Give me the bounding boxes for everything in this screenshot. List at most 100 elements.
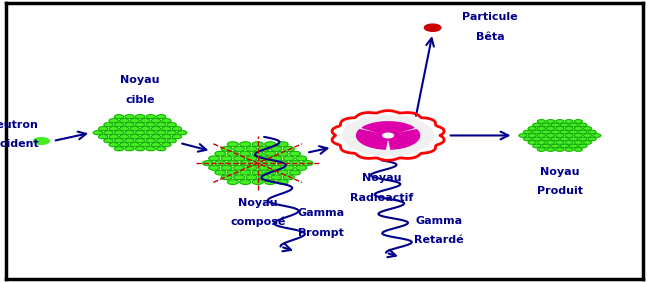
Circle shape (546, 148, 555, 151)
Circle shape (130, 127, 140, 131)
Circle shape (141, 127, 150, 131)
Circle shape (537, 127, 545, 130)
Circle shape (277, 161, 288, 166)
Circle shape (560, 137, 569, 141)
Circle shape (588, 130, 596, 134)
Circle shape (574, 120, 582, 123)
Circle shape (146, 131, 155, 135)
Circle shape (240, 161, 251, 166)
Circle shape (537, 134, 545, 137)
Circle shape (109, 135, 118, 139)
Text: Bêta: Bêta (476, 32, 504, 41)
Circle shape (556, 134, 564, 137)
Circle shape (560, 144, 569, 148)
Circle shape (583, 134, 591, 137)
Circle shape (265, 180, 276, 184)
Circle shape (109, 119, 118, 123)
Circle shape (252, 180, 263, 184)
Circle shape (565, 148, 573, 151)
Circle shape (574, 127, 582, 130)
Circle shape (136, 139, 145, 143)
Circle shape (258, 147, 269, 151)
Circle shape (156, 115, 165, 119)
Circle shape (240, 142, 251, 147)
Circle shape (151, 119, 160, 123)
Circle shape (574, 134, 582, 137)
Text: Particule: Particule (462, 12, 518, 22)
Circle shape (565, 127, 573, 130)
Circle shape (258, 175, 269, 180)
Circle shape (537, 141, 545, 144)
Circle shape (215, 151, 226, 156)
Circle shape (533, 130, 541, 134)
Circle shape (119, 143, 129, 147)
Circle shape (104, 131, 113, 135)
Circle shape (162, 135, 171, 139)
Circle shape (227, 151, 238, 156)
Circle shape (125, 147, 134, 151)
Circle shape (383, 133, 393, 138)
Circle shape (533, 123, 541, 127)
Circle shape (114, 139, 123, 143)
Circle shape (146, 139, 155, 143)
Circle shape (125, 131, 134, 135)
Text: Noyau: Noyau (120, 75, 160, 85)
Circle shape (246, 166, 257, 170)
Circle shape (141, 135, 150, 139)
Circle shape (551, 144, 559, 148)
Circle shape (556, 120, 564, 123)
Circle shape (234, 166, 245, 170)
Circle shape (162, 127, 171, 131)
Circle shape (234, 156, 245, 161)
Circle shape (130, 135, 140, 139)
Circle shape (574, 148, 582, 151)
Circle shape (574, 141, 582, 144)
Circle shape (151, 135, 160, 139)
Circle shape (593, 134, 601, 137)
Circle shape (125, 139, 134, 143)
Circle shape (246, 147, 257, 151)
Circle shape (119, 135, 129, 139)
Circle shape (284, 156, 294, 161)
Circle shape (289, 161, 300, 166)
Circle shape (93, 131, 103, 135)
Circle shape (146, 123, 155, 127)
Circle shape (378, 131, 398, 140)
Circle shape (277, 142, 288, 147)
Circle shape (221, 175, 232, 180)
Circle shape (114, 131, 123, 135)
Circle shape (136, 147, 145, 151)
Circle shape (271, 156, 282, 161)
Circle shape (240, 180, 251, 184)
Circle shape (252, 161, 263, 166)
Circle shape (156, 131, 165, 135)
Circle shape (271, 175, 282, 180)
Circle shape (146, 147, 155, 151)
Circle shape (551, 123, 559, 127)
Text: Noyau: Noyau (362, 173, 402, 184)
Circle shape (258, 156, 269, 161)
Polygon shape (332, 111, 444, 160)
Circle shape (284, 166, 294, 170)
Text: cible: cible (125, 94, 155, 105)
Circle shape (130, 143, 140, 147)
Circle shape (277, 170, 288, 175)
Circle shape (519, 134, 527, 137)
Circle shape (588, 137, 596, 141)
Circle shape (234, 147, 245, 151)
Circle shape (546, 120, 555, 123)
Circle shape (109, 143, 118, 147)
Text: Retardé: Retardé (414, 235, 464, 245)
Circle shape (156, 147, 165, 151)
Circle shape (130, 119, 140, 123)
Circle shape (570, 130, 578, 134)
Circle shape (252, 170, 263, 175)
Circle shape (240, 170, 251, 175)
Circle shape (556, 148, 564, 151)
Circle shape (537, 148, 545, 151)
Circle shape (528, 134, 536, 137)
Circle shape (296, 156, 307, 161)
Circle shape (215, 161, 226, 166)
Text: composé: composé (230, 217, 286, 228)
Circle shape (209, 156, 219, 161)
